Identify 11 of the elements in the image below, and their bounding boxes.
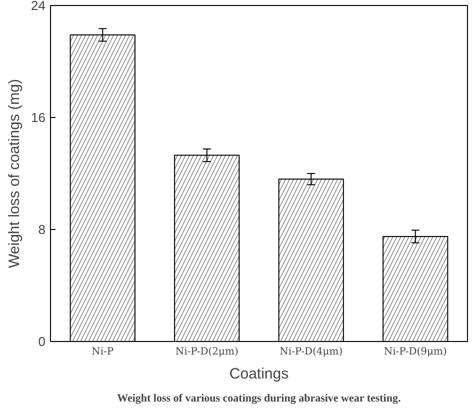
y-tick-label: 8 [38,222,46,237]
x-axis-title: Coatings [229,366,289,382]
y-tick-label: 0 [38,334,46,349]
x-tick-label: Ni-P-D(2μm) [175,346,238,358]
y-axis-title: Weight loss of coatings (mg) [6,79,24,268]
y-tick-label: 16 [31,110,46,125]
x-tick-label: Ni-P [92,346,114,358]
x-tick-label: Ni-P-D(9μm) [384,346,447,358]
y-tick-label: 24 [31,0,46,13]
text: Weight loss of various coatings during abrasive wear testing. [117,392,401,404]
x-tick-label: Ni-P-D(4μm) [280,346,343,358]
